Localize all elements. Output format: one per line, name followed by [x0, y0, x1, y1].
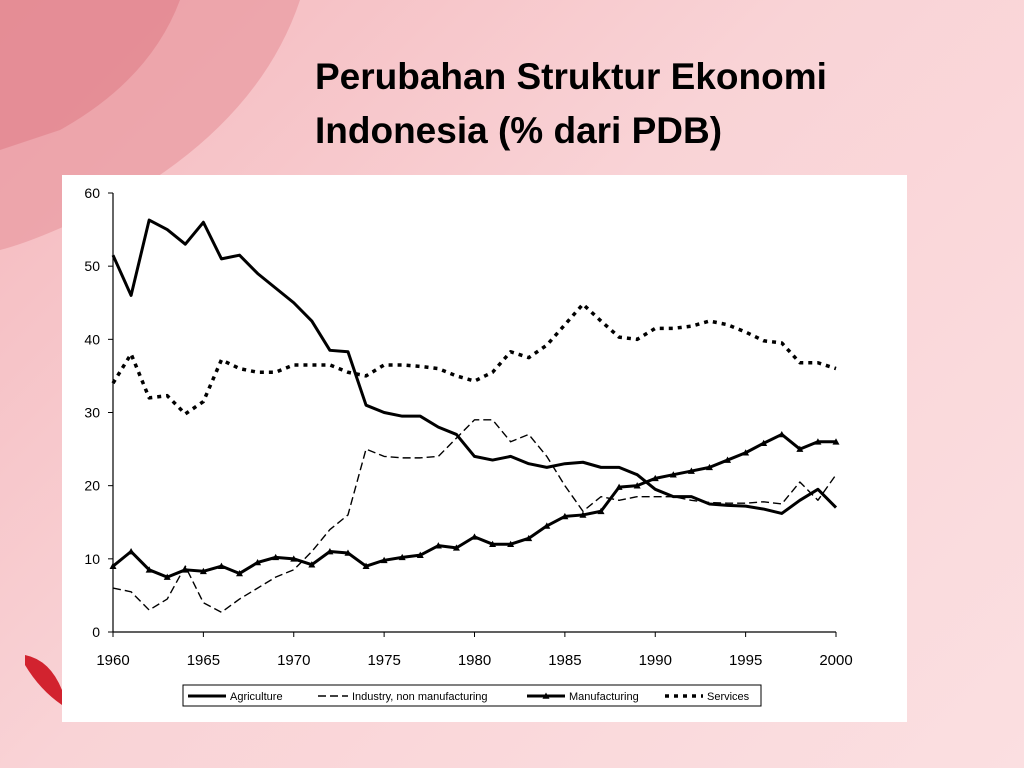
- y-tick-label: 50: [84, 258, 100, 274]
- y-tick-label: 40: [84, 331, 100, 347]
- series-line: [112, 419, 837, 613]
- marker: [163, 573, 171, 580]
- marker: [471, 533, 478, 540]
- marker: [326, 548, 334, 555]
- x-tick-label: 1960: [96, 652, 129, 669]
- marker: [434, 542, 442, 549]
- marker: [362, 562, 370, 569]
- legend-marker: [542, 692, 550, 699]
- marker: [651, 474, 659, 482]
- x-tick-label: 1975: [367, 652, 400, 669]
- marker: [181, 566, 189, 573]
- marker: [452, 544, 460, 551]
- marker: [778, 430, 786, 438]
- marker: [290, 555, 298, 562]
- marker: [308, 561, 316, 568]
- marker: [109, 562, 117, 569]
- marker: [344, 549, 352, 556]
- marker: [145, 566, 153, 573]
- marker: [633, 482, 641, 489]
- marker: [615, 483, 623, 490]
- marker: [236, 569, 244, 577]
- x-tick-label: 1965: [187, 652, 220, 669]
- marker: [199, 567, 207, 575]
- y-tick-label: 60: [84, 185, 100, 201]
- marker: [127, 548, 135, 555]
- y-tick-label: 0: [92, 624, 100, 640]
- x-tick-label: 1980: [458, 652, 491, 669]
- marker: [597, 507, 605, 515]
- marker: [398, 553, 406, 561]
- marker: [687, 467, 695, 474]
- legend-box: [182, 684, 762, 707]
- x-tick-label: 1990: [639, 652, 672, 669]
- marker: [489, 540, 497, 547]
- series-line: [111, 302, 837, 416]
- x-tick-label: 1970: [277, 652, 310, 669]
- marker: [543, 522, 551, 529]
- marker: [742, 449, 750, 456]
- chart: 0 10 20 30 40 50 60 1960 1965 1970 1975 1980 1985 199…: [62, 175, 907, 722]
- marker: [416, 551, 424, 558]
- marker: [380, 556, 388, 564]
- marker: [814, 438, 822, 445]
- x-tick-label: 2000: [819, 652, 852, 669]
- y-tick-label: 10: [84, 551, 100, 567]
- marker: [705, 463, 713, 471]
- y-tick-label: 30: [84, 405, 100, 421]
- series-line: [111, 218, 838, 515]
- x-tick-label: 1985: [548, 652, 581, 669]
- legend-label: Industry, non manufacturing: [352, 691, 488, 703]
- marker: [254, 558, 262, 566]
- legend-label: Agriculture: [230, 691, 283, 703]
- marker: [724, 456, 732, 463]
- y-tick-label: 20: [84, 478, 100, 494]
- marker: [272, 553, 280, 561]
- marker: [507, 540, 515, 547]
- marker: [669, 471, 677, 478]
- marker: [525, 534, 533, 542]
- marker: [760, 439, 768, 447]
- legend-label: Manufacturing: [569, 691, 639, 703]
- marker: [579, 511, 587, 518]
- marker: [796, 445, 804, 452]
- slide-title: Perubahan Struktur Ekonomi Indonesia (% …: [315, 56, 827, 151]
- marker: [217, 562, 225, 569]
- marker: [832, 438, 840, 445]
- legend-label: Services: [707, 691, 750, 703]
- marker: [561, 512, 569, 520]
- x-tick-label: 1995: [729, 652, 762, 669]
